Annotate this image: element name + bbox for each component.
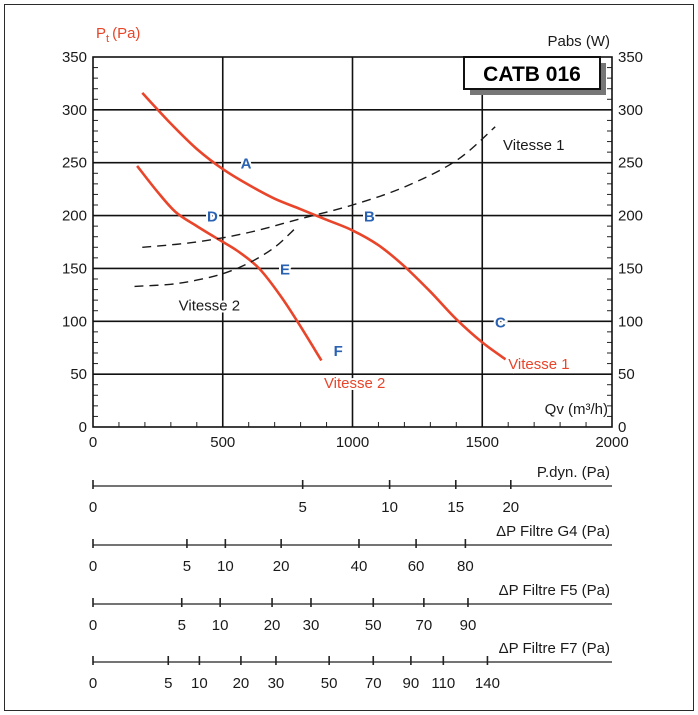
x-tick-label: 0	[89, 434, 97, 451]
scale-tick-label: 10	[381, 499, 398, 516]
scale-tick-label: 20	[233, 675, 250, 692]
scale-tick-label: 20	[502, 499, 519, 516]
series	[134, 92, 507, 362]
scale-tick-label: 30	[303, 617, 320, 634]
y-tick-label-left: 150	[62, 260, 87, 277]
scale-tick-label: 0	[89, 617, 97, 634]
scale-title: P.dyn. (Pa)	[537, 464, 610, 481]
scale-title: ΔP Filtre F7 (Pa)	[499, 640, 610, 657]
scale-tick-label: 0	[89, 499, 97, 516]
operating-point-f: F	[334, 343, 343, 360]
y-tick-label-left: 100	[62, 313, 87, 330]
x-tick-label: 1000	[336, 434, 369, 451]
scale-tick-label: 40	[351, 558, 368, 575]
operating-point-e: E	[280, 261, 290, 278]
x-tick-label: 500	[210, 434, 235, 451]
scale-tick-label: 0	[89, 675, 97, 692]
operating-point-d: D	[207, 209, 218, 226]
scale-tick-label: 140	[475, 675, 500, 692]
y-tick-label-left: 0	[79, 419, 87, 436]
y-tick-label-left: 200	[62, 208, 87, 225]
scale-tick-label: 10	[212, 617, 229, 634]
y-tick-label-right: 350	[618, 49, 643, 66]
y-tick-label-right: 150	[618, 260, 643, 277]
y-tick-label-right: 250	[618, 155, 643, 172]
scale-tick-label: 15	[447, 499, 464, 516]
operating-point-b: B	[364, 209, 375, 226]
scale-tick-label: 90	[403, 675, 420, 692]
power-curve-vitesse-1	[142, 126, 496, 248]
operating-point-c: C	[495, 314, 506, 331]
pressure-curve-vitesse-1	[141, 92, 507, 361]
chart-title: CATB 016	[483, 63, 581, 86]
x-axis-title: Qv (m³/h)	[545, 401, 608, 418]
x-tick-label: 1500	[466, 434, 499, 451]
scale-tick-label: 80	[457, 558, 474, 575]
pressure-curve-vitesse-2	[136, 165, 323, 362]
y-tick-label-left: 50	[70, 366, 87, 383]
scale-tick-label: 20	[264, 617, 281, 634]
operating-point-a: A	[241, 156, 252, 173]
scale-tick-label: 50	[365, 617, 382, 634]
title-badge: CATB 016	[463, 56, 606, 95]
scale-title: ΔP Filtre F5 (Pa)	[499, 582, 610, 599]
y-tick-label-left: 350	[62, 49, 87, 66]
y-tick-label-right: 0	[618, 419, 626, 436]
scale-title: ΔP Filtre G4 (Pa)	[496, 523, 610, 540]
curve-label: Vitesse 2	[179, 298, 240, 315]
scale-tick-label: 70	[416, 617, 433, 634]
scale-tick-label: 90	[460, 617, 477, 634]
scale-tick-label: 10	[191, 675, 208, 692]
y-tick-label-right: 300	[618, 102, 643, 119]
scale-tick-label: 5	[183, 558, 191, 575]
scale-tick-label: 0	[89, 558, 97, 575]
y-tick-label-left: 250	[62, 155, 87, 172]
curve-label: Vitesse 1	[508, 356, 569, 373]
curve-label: Vitesse 2	[324, 375, 385, 392]
power-curve-vitesse-2	[134, 227, 296, 288]
curve-label: Vitesse 1	[503, 137, 564, 154]
secondary-scales: P.dyn. (Pa) 0 5 10 15 20 ΔP Filtre G4 (Pa) 0 5 10…	[89, 464, 612, 692]
chart-frame	[4, 4, 694, 711]
plot-area	[92, 56, 613, 428]
scale-tick-label: 10	[217, 558, 234, 575]
scale-tick-label: 60	[408, 558, 425, 575]
y-tick-label-right: 100	[618, 313, 643, 330]
scale-tick-label: 50	[321, 675, 338, 692]
y-tick-label-right: 200	[618, 208, 643, 225]
y-tick-label-left: 300	[62, 102, 87, 119]
scale-tick-label: 110	[431, 675, 455, 692]
scale-tick-label: 5	[299, 499, 307, 516]
scale-tick-label: 5	[178, 617, 186, 634]
scale-tick-label: 70	[365, 675, 382, 692]
labels: Vitesse 1 Vitesse 2 Vitesse 1 Vitesse 2 A B C D…	[177, 135, 572, 394]
scale-tick-label: 5	[164, 675, 172, 692]
y-tick-label-right: 50	[618, 366, 635, 383]
x-tick-label: 2000	[595, 434, 628, 451]
left-axis-title: Pt (Pa)	[96, 25, 140, 45]
scale-tick-label: 30	[268, 675, 285, 692]
scale-tick-label: 20	[273, 558, 290, 575]
right-axis-title: Pabs (W)	[547, 33, 610, 50]
